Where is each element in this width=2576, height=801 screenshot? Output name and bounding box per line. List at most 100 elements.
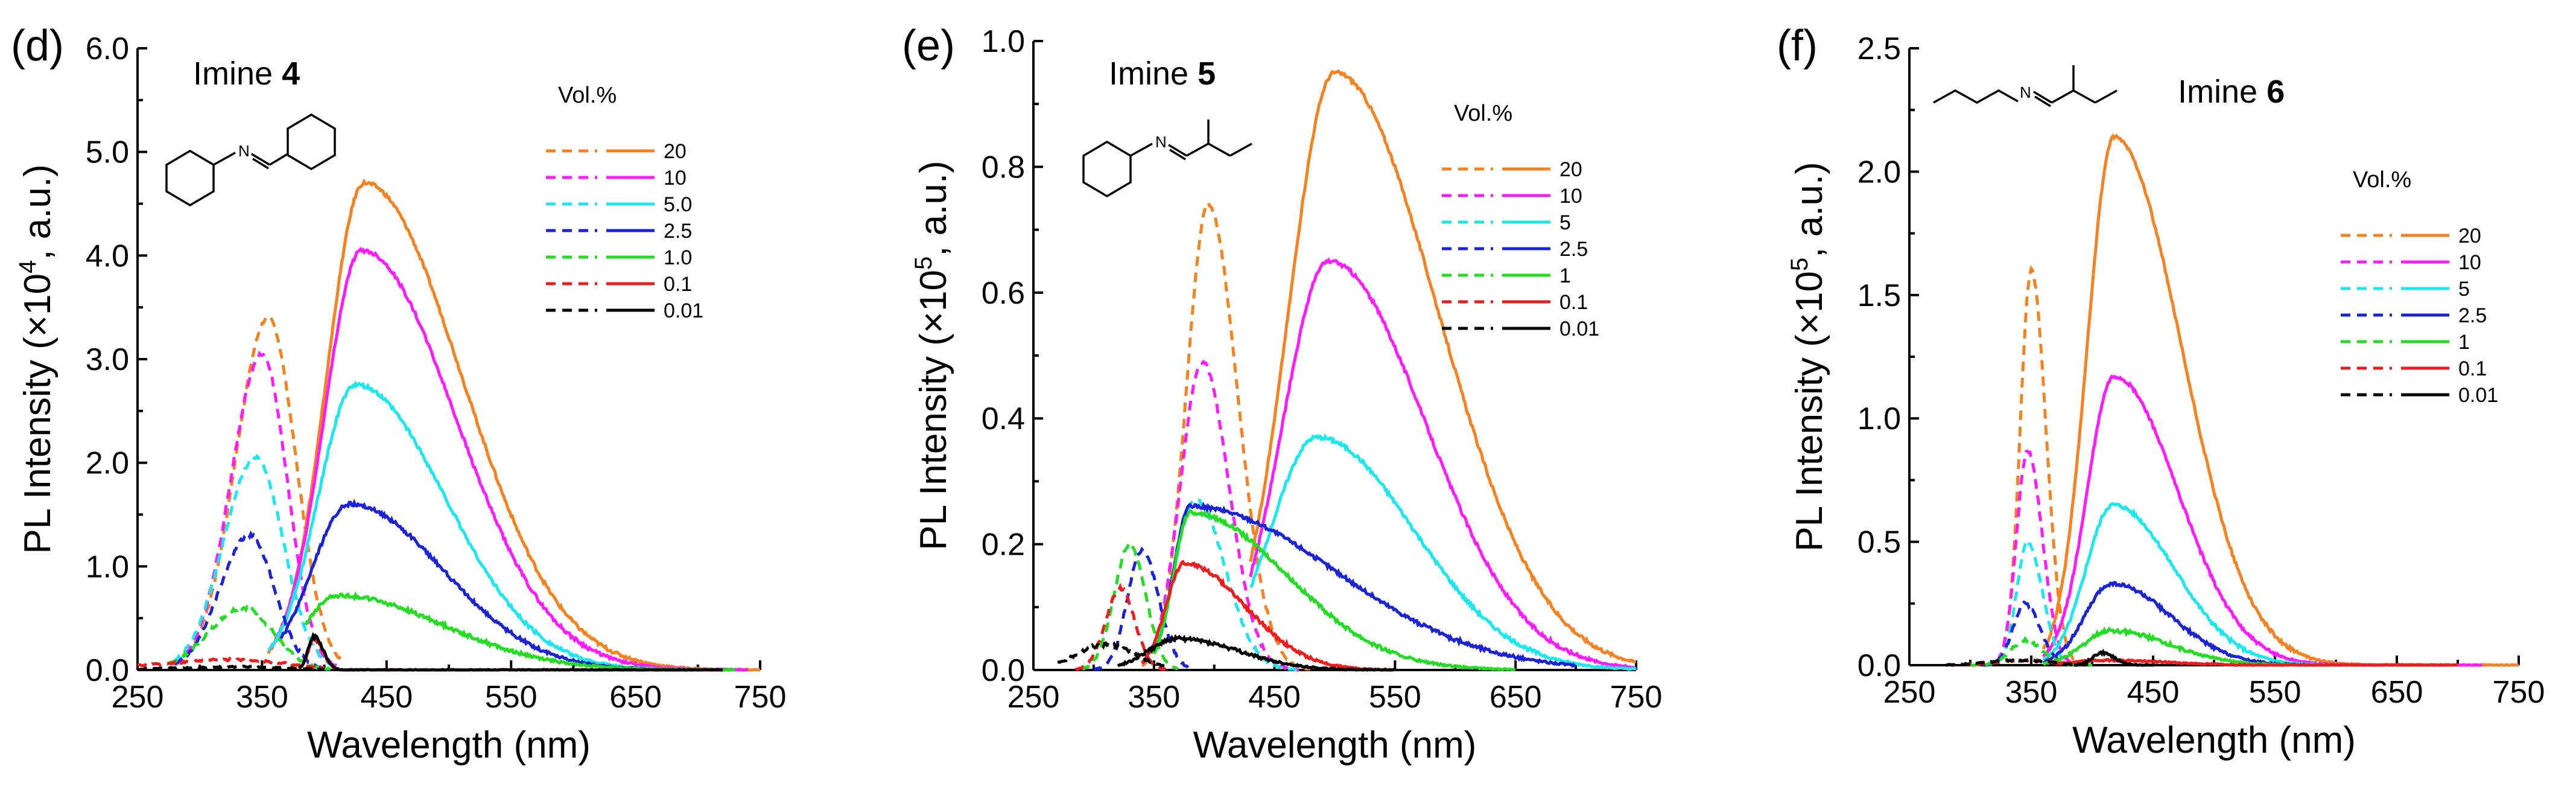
series-dashed-0p1 [137, 656, 325, 670]
legend-label: 0.01 [2458, 384, 2498, 407]
legend-label: 10 [1559, 185, 1582, 208]
series-dashed-0p01 [1946, 657, 2093, 667]
series-dashed-0p1 [1074, 582, 1166, 672]
compound-title: Imine 5 [1109, 56, 1216, 92]
legend-label: 20 [664, 140, 687, 163]
legend-label: 1 [2458, 331, 2470, 354]
nitrogen-atom: N [1155, 133, 1167, 151]
legend-label: 0.01 [664, 299, 703, 322]
curves [136, 178, 760, 672]
x-axis-title: Wavelength (nm) [307, 724, 591, 766]
series-solid-0p1 [2055, 658, 2458, 667]
panel-f: (f) Imine 6 N 250 350 450 550 650 750 0.0 0.5 1.… [1777, 22, 2545, 761]
x-tick-label: 250 [1883, 675, 1936, 710]
y-tick-label: 1.0 [86, 549, 129, 584]
series-solid-1p0 [304, 591, 735, 672]
y-tick-label: 0.2 [982, 528, 1025, 563]
curves [1946, 133, 2519, 668]
y-tick-label: 1.5 [1857, 278, 1901, 313]
series-dashed-10 [174, 350, 338, 668]
legend-label: 5.0 [664, 193, 692, 216]
series-solid-10 [1249, 257, 1637, 670]
y-tick-label: 0.8 [982, 150, 1025, 185]
y-tick-label: 0.5 [1857, 525, 1901, 560]
x-tick-label: 350 [236, 680, 288, 715]
x-tick-label: 750 [1610, 680, 1663, 715]
x-tick-label: 750 [734, 680, 787, 715]
panel-label: (d) [11, 22, 64, 70]
panel-d: (d) Imine 4 N 250 350 450 550 650 750 0.0 1.0 2.… [11, 22, 786, 766]
x-tick-label: 750 [2493, 675, 2545, 710]
series-solid-0p01 [1117, 634, 1396, 672]
bond [252, 158, 269, 170]
legend-label: 20 [2458, 225, 2481, 247]
legend-label: 5 [1559, 211, 1571, 234]
series-solid-2p5 [279, 499, 736, 672]
y-tick-label: 1.0 [1857, 401, 1901, 436]
legend-label: 0.01 [1559, 318, 1599, 340]
series-solid-0p01 [2073, 648, 2153, 667]
x-tick-label: 250 [1007, 680, 1060, 715]
molecule-structure: N [1933, 65, 2118, 107]
series-solid-20 [2041, 133, 2519, 667]
curves [1057, 69, 1637, 672]
y-title-prefix: PL Intensity (×10 [17, 273, 59, 554]
x-axis-title: Wavelength (nm) [1193, 724, 1477, 766]
butyl-chain [1933, 89, 2019, 104]
compound-number: 5 [1198, 56, 1216, 92]
y-tick-label: 0.6 [982, 276, 1025, 311]
compound-name: Imine [193, 56, 282, 92]
series-solid-5 [2042, 502, 2458, 667]
legend-label: 20 [1559, 158, 1582, 181]
legend-label: 2.5 [664, 220, 692, 243]
series-solid-0p01 [298, 631, 723, 672]
legend-title: Vol.% [2353, 167, 2411, 193]
y-title-suffix: , a.u.) [17, 164, 59, 260]
y-tick-label: 3.0 [86, 342, 129, 377]
x-tick-label: 350 [2005, 675, 2058, 710]
cyclohexane-ring-right [287, 113, 336, 171]
bond [251, 153, 270, 166]
x-tick-label: 450 [2127, 675, 2180, 710]
y-tick-label: 0.0 [1857, 648, 1901, 683]
panel-label: (e) [902, 22, 955, 70]
legend-label: 10 [664, 167, 687, 190]
cyclohexane-ring-left [165, 149, 215, 207]
x-tick-label: 550 [2249, 675, 2302, 710]
series-solid-2p5 [1153, 502, 1576, 668]
y-title-exponent: 4 [14, 260, 41, 273]
y-axis-title: PL Intensity (×104, a.u.) [14, 164, 59, 554]
y-title-prefix: PL Intensity (×10 [913, 270, 954, 550]
y-title-suffix: , a.u.) [913, 161, 954, 257]
legend-label: 10 [2458, 251, 2481, 274]
x-tick-label: 350 [1128, 680, 1180, 715]
x-tick-label: 550 [1369, 680, 1421, 715]
series-dashed-0p01 [136, 664, 325, 672]
legend-label: 0.1 [1559, 291, 1588, 314]
y-tick-label: 5.0 [86, 135, 129, 170]
y-axis-title: PL Intensity (×105, a.u.) [910, 161, 954, 550]
y-tick-label: 0.0 [982, 653, 1025, 688]
bond [2034, 95, 2051, 107]
legend-label: 0.1 [2458, 357, 2487, 380]
y-tick-label: 2.0 [1857, 155, 1901, 190]
x-tick-label: 250 [112, 680, 164, 715]
series-solid-1 [1152, 509, 1516, 672]
legend: Vol.% 20 10 5 2.5 1 0.1 0.01 [2341, 167, 2498, 407]
x-tick-label: 450 [1248, 680, 1301, 715]
compound-number: 6 [2267, 74, 2285, 110]
compound-number: 4 [282, 56, 300, 92]
x-tick-label: 650 [2371, 675, 2423, 710]
nitrogen-atom: N [238, 142, 250, 160]
legend-title: Vol.% [558, 83, 617, 108]
y-title-exponent: 5 [910, 257, 937, 270]
y-tick-label: 1.0 [982, 24, 1025, 59]
compound-title: Imine 4 [193, 56, 300, 92]
molecule-structure: N [1082, 120, 1252, 198]
y-title-exponent: 5 [1786, 258, 1813, 271]
legend-label: 0.1 [664, 273, 692, 296]
legend-label: 1 [1559, 264, 1571, 287]
bond [1208, 142, 1231, 157]
cyclohexane-ring [1082, 140, 1132, 198]
x-tick-label: 650 [609, 680, 662, 715]
